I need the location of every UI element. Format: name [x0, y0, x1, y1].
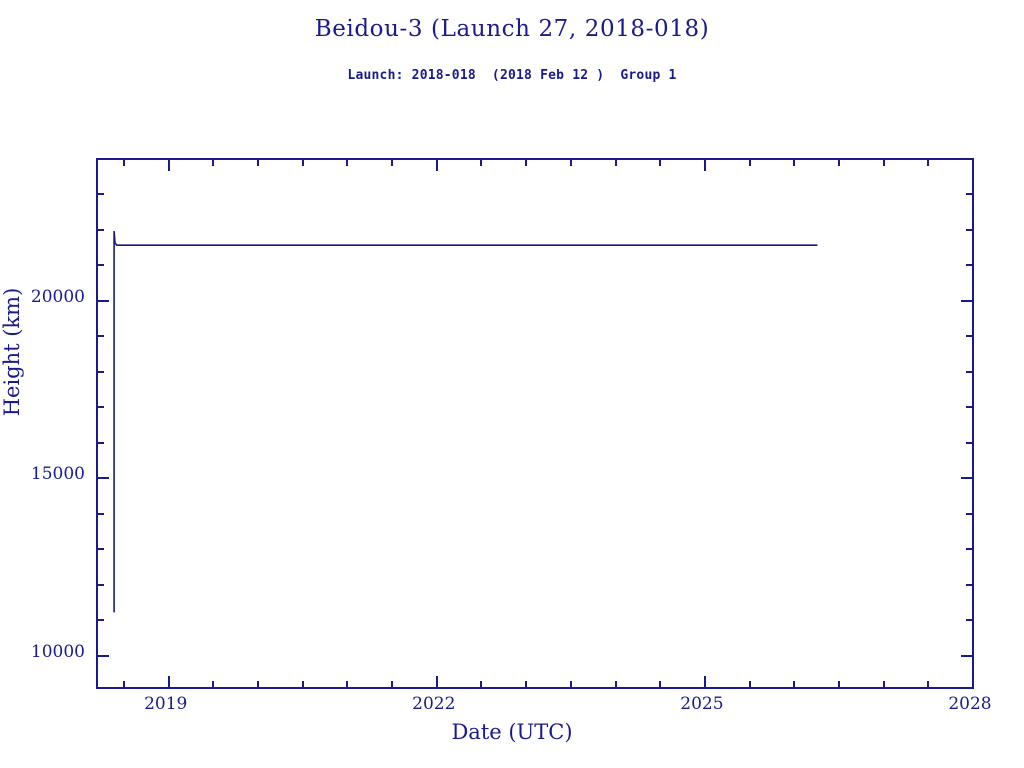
y-axis-tick-label: 20000	[30, 286, 85, 307]
y-axis-tick-label: 15000	[30, 464, 85, 485]
x-axis-major-tick	[703, 676, 706, 687]
x-axis-minor-tick-top	[837, 160, 840, 166]
y-axis-minor-tick	[98, 335, 104, 338]
y-axis-minor-tick	[98, 619, 104, 622]
y-axis-minor-tick	[98, 228, 104, 231]
x-axis-major-tick	[435, 676, 438, 687]
y-axis-minor-tick-right	[966, 406, 972, 409]
x-axis-tick-label: 2028	[948, 694, 992, 714]
y-axis-major-tick-right	[961, 654, 972, 657]
x-axis-minor-tick	[793, 681, 796, 687]
x-axis-label: Date (UTC)	[451, 720, 573, 744]
x-axis-minor-tick	[569, 681, 572, 687]
x-axis-minor-tick-top	[123, 160, 126, 166]
y-axis-minor-tick	[98, 406, 104, 409]
y-axis-major-tick-right	[961, 477, 972, 480]
y-axis-minor-tick-right	[966, 583, 972, 586]
x-axis-minor-tick	[346, 681, 349, 687]
y-axis-minor-tick	[98, 193, 104, 196]
x-axis-minor-tick-top	[212, 160, 215, 166]
x-axis-minor-tick	[525, 681, 528, 687]
x-axis-major-tick	[167, 676, 170, 687]
y-axis-minor-tick-right	[966, 512, 972, 515]
chart-title: Beidou-3 (Launch 27, 2018-018)	[314, 16, 710, 42]
y-axis-minor-tick	[98, 370, 104, 373]
x-axis-minor-tick	[257, 681, 260, 687]
y-axis-major-tick	[98, 654, 109, 657]
x-axis-major-tick-top	[703, 160, 706, 171]
x-axis-minor-tick	[837, 681, 840, 687]
y-axis-minor-tick-right	[966, 264, 972, 267]
plot-area	[98, 160, 972, 687]
y-axis-minor-tick-right	[966, 441, 972, 444]
x-axis-minor-tick	[123, 681, 126, 687]
x-axis-minor-tick	[301, 681, 304, 687]
y-axis-major-tick-right	[961, 299, 972, 302]
y-axis-minor-tick	[98, 548, 104, 551]
x-axis-minor-tick-top	[882, 160, 885, 166]
x-axis-minor-tick	[927, 681, 930, 687]
x-axis-minor-tick-top	[480, 160, 483, 166]
x-axis-minor-tick-top	[391, 160, 394, 166]
x-axis-tick-label: 2019	[144, 694, 188, 714]
x-axis-minor-tick	[391, 681, 394, 687]
y-axis-minor-tick-right	[966, 548, 972, 551]
x-axis-minor-tick-top	[346, 160, 349, 166]
x-axis-minor-tick-top	[525, 160, 528, 166]
x-axis-minor-tick	[614, 681, 617, 687]
x-axis-minor-tick	[882, 681, 885, 687]
x-axis-minor-tick	[480, 681, 483, 687]
y-axis-minor-tick-right	[966, 335, 972, 338]
y-axis-label: Height (km)	[0, 287, 24, 417]
x-axis-minor-tick	[748, 681, 751, 687]
x-axis-tick-label: 2022	[412, 694, 456, 714]
plot-frame	[96, 158, 974, 689]
y-axis-minor-tick	[98, 264, 104, 267]
data-series-line	[113, 230, 818, 613]
x-axis-minor-tick	[659, 681, 662, 687]
x-axis-minor-tick-top	[659, 160, 662, 166]
x-axis-minor-tick-top	[257, 160, 260, 166]
x-axis-minor-tick-top	[614, 160, 617, 166]
x-axis-minor-tick-top	[748, 160, 751, 166]
y-axis-minor-tick-right	[966, 193, 972, 196]
x-axis-tick-label: 2025	[680, 694, 724, 714]
y-axis-minor-tick-right	[966, 619, 972, 622]
x-axis-minor-tick-top	[927, 160, 930, 166]
y-axis-minor-tick-right	[966, 228, 972, 231]
x-axis-major-tick-top	[435, 160, 438, 171]
y-axis-minor-tick	[98, 441, 104, 444]
x-axis-minor-tick-top	[301, 160, 304, 166]
y-axis-major-tick	[98, 299, 109, 302]
chart-subtitle: Launch: 2018-018 (2018 Feb 12 ) Group 1	[347, 68, 677, 83]
x-axis-major-tick-top	[167, 160, 170, 171]
y-axis-minor-tick	[98, 583, 104, 586]
y-axis-minor-tick-right	[966, 370, 972, 373]
x-axis-minor-tick-top	[569, 160, 572, 166]
x-axis-minor-tick-top	[793, 160, 796, 166]
y-axis-minor-tick	[98, 512, 104, 515]
y-axis-major-tick	[98, 477, 109, 480]
y-axis-tick-label: 10000	[30, 641, 85, 662]
x-axis-minor-tick	[212, 681, 215, 687]
